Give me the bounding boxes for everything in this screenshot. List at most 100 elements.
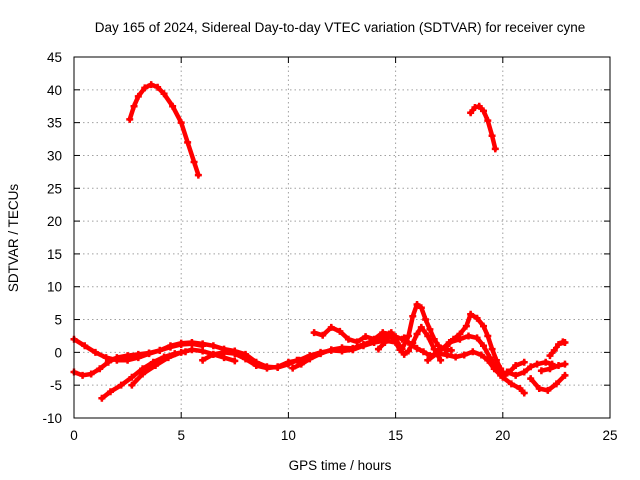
data-point [387,329,395,337]
data-point [379,329,387,337]
data-point [503,368,511,376]
data-point [353,338,361,346]
data-point [349,344,357,352]
data-point [154,83,162,91]
data-point [542,358,550,366]
data-point [471,104,479,112]
data-point [527,375,535,383]
data-point [413,330,421,338]
data-point [209,350,217,358]
data-point [199,356,207,364]
data-point [166,342,174,350]
data-point [499,373,507,381]
data-point [98,394,106,402]
data-point [512,361,520,369]
x-tick-label: 0 [70,428,78,443]
data-point [546,352,554,360]
y-axis-label: SDTVAR / TECUs [6,184,21,293]
data-point [409,312,417,320]
x-tick-label: 10 [281,428,296,443]
data-point [134,350,142,358]
data-point [407,340,415,348]
data-point [263,364,271,372]
data-point [199,340,207,348]
data-point [104,358,112,366]
data-point [400,350,408,358]
y-tick-label: 35 [47,116,62,131]
data-point [537,367,545,375]
data-point [91,348,99,356]
data-point [177,339,185,347]
chart-title: Day 165 of 2024, Sidereal Day-to-day VTE… [95,20,585,35]
data-point [417,304,425,312]
data-point [220,348,228,356]
data-point [546,365,554,373]
data-point [96,365,104,373]
data-point [128,373,136,381]
grid [74,57,610,418]
data-point [469,348,477,356]
data-point [527,363,535,371]
data-point [462,322,470,330]
data-point [231,350,239,358]
data-point [392,335,400,343]
data-point [430,335,438,343]
data-point [160,90,168,98]
data-point [336,327,344,335]
data-point [177,119,185,127]
data-point [424,356,432,364]
data-point [473,334,481,342]
data-point [520,358,528,366]
data-point [516,384,524,392]
x-axis-label: GPS time / hours [289,458,392,473]
x-tick-label: 25 [602,428,617,443]
data-point [199,347,207,355]
data-point [362,333,370,341]
data-point [561,360,569,368]
data-point [552,380,560,388]
x-tick-label: 20 [495,428,510,443]
data-point [156,346,164,354]
data-point [190,158,198,166]
data-point [194,171,202,179]
data-point [484,332,492,340]
data-point [486,354,494,362]
data-point [467,109,475,117]
data-point [443,351,451,359]
data-point [477,351,485,359]
data-point [242,355,250,363]
data-point [188,339,196,347]
y-tick-label: 10 [47,280,62,295]
data-point [404,347,412,355]
data-point [370,335,378,343]
data-point [188,346,196,354]
data-point [169,102,177,110]
data-point [520,389,528,397]
y-tick-label: 40 [47,83,62,98]
data-point [460,351,468,359]
data-point [151,361,159,369]
data-point [284,358,292,366]
data-point [327,323,335,331]
data-point [467,310,475,318]
y-tick-label: 25 [47,181,62,196]
y-tick-label: 0 [54,345,62,360]
data-point [130,102,138,110]
data-point [491,145,499,153]
data-point [430,345,438,353]
data-point [434,348,442,356]
data-point [252,361,260,369]
data-point [561,339,569,347]
data-point [544,386,552,394]
data-point [102,354,110,362]
data-point [426,325,434,333]
y-tick-label: 5 [54,313,62,328]
data-point [117,381,125,389]
plot-series [70,81,569,402]
data-point [145,349,153,357]
data-point [452,353,460,361]
data-point [295,356,303,364]
data-point [134,92,142,100]
